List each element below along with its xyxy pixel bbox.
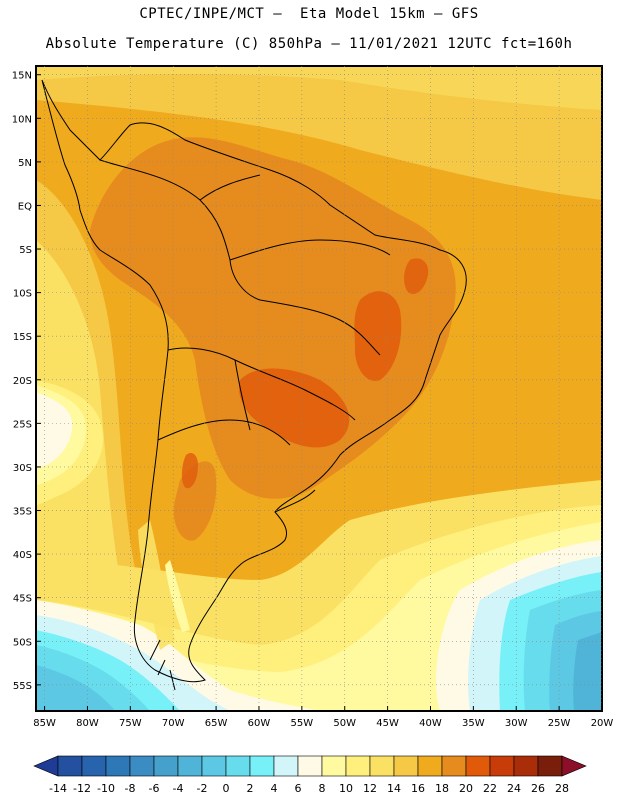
colorbar-segment [81,755,107,777]
lon-label: 25W [548,718,571,729]
lat-label: 55S [13,681,32,692]
colorbar-label: 4 [271,782,278,795]
colorbar-segment [345,755,371,777]
colorbar-label: -10 [97,782,115,795]
coastlines [41,79,467,691]
colorbar-segment [129,755,155,777]
lat-label: 45S [13,594,32,605]
lat-label: 35S [13,507,32,518]
colorbar-segment [369,755,395,777]
lon-label: 55W [291,718,314,729]
colorbar-label: -14 [49,782,67,795]
lon-label: 65W [205,718,228,729]
lon-label: 60W [248,718,271,729]
lon-label: 80W [76,718,99,729]
colorbar-segment [249,755,275,777]
colorbar-segment [177,755,203,777]
colorbar-segment [273,755,299,777]
lon-label: 50W [333,718,356,729]
lon-label: 20W [591,718,614,729]
colorbar-segment [417,755,443,777]
lon-label: 30W [505,718,528,729]
colorbar-segment [57,755,83,777]
colorbar-label: -4 [173,782,184,795]
lat-label: 15N [12,71,32,82]
latitude-axis: 15N 10N 5N EQ 5S 10S 15S 20S 25S 30S 35S 40S 45S 50S 5… [12,71,41,692]
lat-label: 5N [18,158,32,169]
colorbar-arrow-left [33,755,59,777]
colorbar-label: 16 [411,782,425,795]
map-frame [35,65,603,712]
colorbar-segment [105,755,131,777]
lon-label: 45W [376,718,399,729]
lat-label: 20S [13,376,32,387]
colorbar-label: -6 [149,782,160,795]
colorbar-label: -8 [125,782,136,795]
lat-label: 30S [13,463,32,474]
colorbar-segment [441,755,467,777]
colorbar-segment [201,755,227,777]
colorbar-segment [489,755,515,777]
colorbar-segment [321,755,347,777]
colorbar-segment [537,755,563,777]
colorbar-label: 28 [555,782,569,795]
colorbar-label: 24 [507,782,521,795]
lat-label: 10N [12,114,32,125]
lat-label: 5S [19,245,32,256]
colorbar: -14 -12 -10 -8 -6 -4 -2 0 2 4 6 8 10 12 14 16 18 20 22 24 26… [33,755,587,795]
lon-label: 70W [162,718,185,729]
colorbar-label: 0 [223,782,230,795]
colorbar-segment [513,755,539,777]
colorbar-label: 14 [387,782,401,795]
colorbar-label: 2 [247,782,254,795]
lat-label: 25S [13,419,32,430]
lat-label: EQ [18,201,32,212]
longitude-axis: 85W 80W 75W 70W 65W 60W 55W 50W 45W 40W 35W 30W 25W 2… [33,706,613,729]
colorbar-segment [465,755,491,777]
colorbar-segment [393,755,419,777]
map-title-line2: Absolute Temperature (C) 850hPa – 11/01/… [45,36,573,52]
lat-label: 10S [13,289,32,300]
lon-label: 75W [119,718,142,729]
colorbar-label: 12 [363,782,377,795]
colorbar-label: 20 [459,782,473,795]
colorbar-segment [153,755,179,777]
map-title-line1: CPTEC/INPE/MCT – Eta Model 15km – GFS [139,6,479,22]
colorbar-segment [225,755,251,777]
colorbar-label: 26 [531,782,545,795]
colorbar-label: 18 [435,782,449,795]
colorbar-arrow-right [561,755,587,777]
colorbar-label: -12 [73,782,91,795]
temperature-field [36,66,602,711]
colorbar-label: 6 [295,782,302,795]
colorbar-label: 8 [319,782,326,795]
lat-label: 15S [13,332,32,343]
lon-label: 35W [462,718,485,729]
lon-label: 40W [419,718,442,729]
lat-label: 50S [13,637,32,648]
colorbar-segment [297,755,323,777]
colorbar-label: 10 [339,782,353,795]
lon-label: 85W [33,718,56,729]
lat-label: 40S [13,550,32,561]
colorbar-label: 22 [483,782,497,795]
colorbar-label: -2 [197,782,208,795]
